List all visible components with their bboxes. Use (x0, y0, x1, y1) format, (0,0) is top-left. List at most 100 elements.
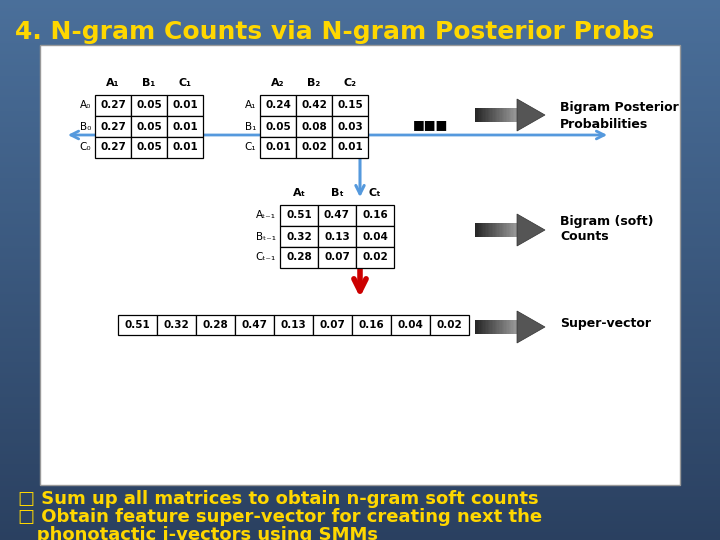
Bar (0, 464, 720, 467)
Text: B₂: B₂ (307, 78, 320, 88)
Bar (477, 223, 478, 237)
Bar (0, 124, 720, 127)
Bar (0, 524, 720, 526)
Bar (131, 137, 167, 158)
Bar (516, 108, 517, 122)
Bar (0, 327, 720, 329)
Text: ■■■: ■■■ (413, 118, 448, 132)
Bar (487, 320, 489, 334)
Bar (0, 89, 720, 92)
Bar (505, 108, 507, 122)
Bar (0, 224, 720, 227)
Bar (0, 354, 720, 356)
Bar (0, 392, 720, 394)
Bar (0, 448, 720, 451)
Bar (0, 32, 720, 35)
Bar (235, 315, 274, 335)
Bar (489, 223, 490, 237)
Bar (475, 320, 477, 334)
Bar (0, 200, 720, 202)
Bar (478, 108, 480, 122)
Text: 0.01: 0.01 (172, 100, 198, 111)
Bar (0, 176, 720, 178)
Bar (0, 167, 720, 170)
Text: 0.32: 0.32 (286, 232, 312, 241)
Bar (0, 59, 720, 62)
Bar (0, 51, 720, 54)
Bar (0, 178, 720, 181)
Bar (0, 289, 720, 292)
Bar (0, 432, 720, 435)
Bar (510, 223, 511, 237)
Text: 0.04: 0.04 (362, 232, 388, 241)
Bar (0, 319, 720, 321)
Bar (0, 211, 720, 213)
Bar (486, 223, 487, 237)
Bar (0, 340, 720, 343)
Text: 0.16: 0.16 (359, 320, 384, 330)
Bar (0, 86, 720, 89)
Text: B₀: B₀ (80, 122, 91, 132)
Text: 0.28: 0.28 (202, 320, 228, 330)
Bar (496, 223, 498, 237)
Bar (0, 197, 720, 200)
FancyBboxPatch shape (40, 45, 680, 485)
Bar (196, 315, 235, 335)
Bar (0, 62, 720, 65)
Bar (0, 54, 720, 57)
Bar (356, 226, 394, 247)
Text: 0.51: 0.51 (125, 320, 150, 330)
Bar (0, 265, 720, 267)
Bar (0, 400, 720, 402)
Bar (0, 510, 720, 513)
Bar (0, 532, 720, 535)
Bar (507, 320, 508, 334)
Bar (0, 40, 720, 43)
Bar (0, 192, 720, 194)
Text: B₁: B₁ (143, 78, 156, 88)
Bar (0, 364, 720, 367)
Bar (0, 502, 720, 505)
Bar (0, 81, 720, 84)
Bar (0, 292, 720, 294)
Bar (483, 223, 485, 237)
Bar (0, 386, 720, 389)
Bar (0, 27, 720, 30)
Bar (507, 223, 508, 237)
Text: Bigram (soft): Bigram (soft) (560, 215, 654, 228)
Text: 0.01: 0.01 (172, 122, 198, 132)
Bar (481, 223, 482, 237)
Bar (118, 315, 157, 335)
Bar (0, 111, 720, 113)
Bar (0, 84, 720, 86)
Bar (0, 305, 720, 308)
Bar (0, 122, 720, 124)
Bar (511, 223, 513, 237)
Bar (0, 181, 720, 184)
Bar (492, 108, 493, 122)
Text: 0.07: 0.07 (324, 253, 350, 262)
Bar (0, 103, 720, 105)
Bar (430, 315, 469, 335)
Bar (0, 351, 720, 354)
Text: 4. N-gram Counts via N-gram Posterior Probs: 4. N-gram Counts via N-gram Posterior Pr… (15, 20, 654, 44)
Bar (280, 226, 318, 247)
Bar (0, 389, 720, 392)
Bar (477, 320, 478, 334)
Bar (0, 105, 720, 108)
Bar (0, 440, 720, 443)
Bar (157, 315, 196, 335)
Bar (0, 154, 720, 157)
Bar (280, 247, 318, 268)
Text: 0.02: 0.02 (362, 253, 388, 262)
Bar (0, 472, 720, 475)
Text: 0.13: 0.13 (281, 320, 307, 330)
Bar (505, 320, 507, 334)
Text: 0.08: 0.08 (301, 122, 327, 132)
Text: 0.03: 0.03 (337, 122, 363, 132)
Bar (0, 127, 720, 130)
Bar (0, 437, 720, 440)
Bar (498, 320, 499, 334)
Bar (0, 508, 720, 510)
Text: C₁: C₁ (179, 78, 192, 88)
